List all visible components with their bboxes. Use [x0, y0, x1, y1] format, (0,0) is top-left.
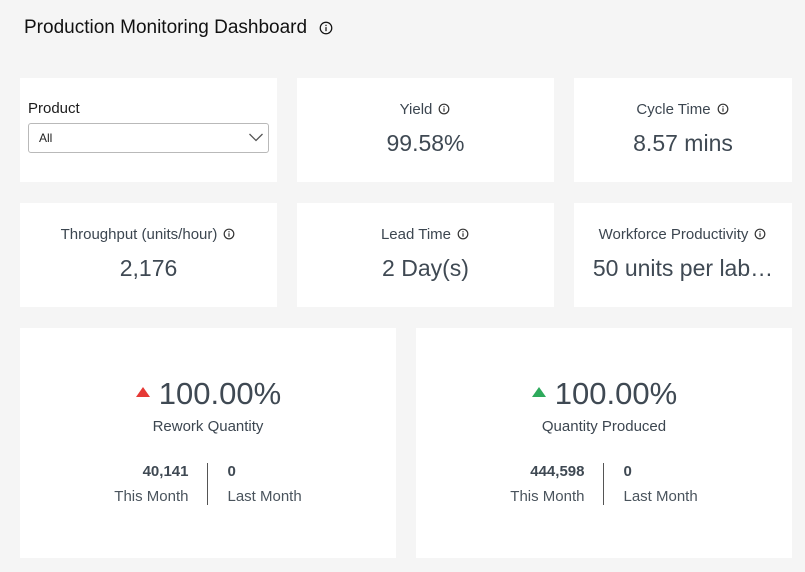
product-select[interactable]: All: [28, 123, 269, 153]
last-month-value: 0: [227, 463, 236, 480]
kpi-value: 50 units per lab…: [592, 255, 774, 281]
kpi-label: Workforce Productivity: [598, 225, 749, 243]
dashboard-header: Production Monitoring Dashboard: [24, 14, 333, 42]
kpi-card-workforce-productivity: Workforce Productivity 50 units per lab…: [574, 203, 792, 307]
triangle-up-icon: [531, 385, 547, 403]
kpi-value: 8.57 mins: [633, 130, 733, 156]
info-icon[interactable]: [437, 102, 451, 116]
kpi-value: 2,176: [119, 255, 178, 281]
divider: [603, 463, 605, 505]
info-icon[interactable]: [456, 227, 470, 241]
comparison-label: Rework Quantity: [152, 418, 264, 435]
comparison-card-rework-quantity: 100.00% Rework Quantity 40,141 This Mont…: [20, 328, 396, 558]
comparison-label: Quantity Produced: [541, 418, 667, 435]
kpi-card-lead-time: Lead Time 2 Day(s): [297, 203, 554, 307]
divider: [207, 463, 209, 505]
chevron-down-icon: [248, 129, 264, 147]
change-percentage: 100.00%: [158, 376, 282, 411]
month-comparison: 444,598 This Month 0 Last Month: [510, 463, 698, 505]
kpi-label: Cycle Time: [636, 100, 711, 118]
last-month-label: Last Month: [623, 488, 698, 505]
this-month-label: This Month: [114, 488, 189, 505]
info-icon[interactable]: [716, 102, 730, 116]
comparison-card-quantity-produced: 100.00% Quantity Produced 444,598 This M…: [416, 328, 792, 558]
this-month-label: This Month: [510, 488, 585, 505]
page-title: Production Monitoring Dashboard: [24, 17, 308, 38]
kpi-label: Lead Time: [380, 225, 452, 243]
kpi-card-throughput: Throughput (units/hour) 2,176: [20, 203, 277, 307]
last-month-value: 0: [623, 463, 632, 480]
kpi-card-cycle-time: Cycle Time 8.57 mins: [574, 78, 792, 182]
this-month-value: 40,141: [142, 463, 189, 480]
info-icon[interactable]: [319, 21, 333, 35]
month-comparison: 40,141 This Month 0 Last Month: [114, 463, 302, 505]
product-filter-card: Product All: [20, 78, 277, 182]
product-filter-label: Product: [28, 100, 80, 117]
info-icon[interactable]: [222, 227, 236, 241]
kpi-value: 2 Day(s): [382, 255, 469, 281]
this-month-value: 444,598: [530, 463, 585, 480]
change-percentage: 100.00%: [554, 376, 678, 411]
triangle-up-icon: [135, 385, 151, 403]
kpi-card-yield: Yield 99.58%: [297, 78, 554, 182]
kpi-value: 99.58%: [386, 130, 465, 156]
info-icon[interactable]: [753, 227, 767, 241]
product-select-value: All: [39, 131, 53, 145]
kpi-label: Yield: [399, 100, 433, 118]
last-month-label: Last Month: [227, 488, 302, 505]
kpi-label: Throughput (units/hour): [60, 225, 218, 243]
